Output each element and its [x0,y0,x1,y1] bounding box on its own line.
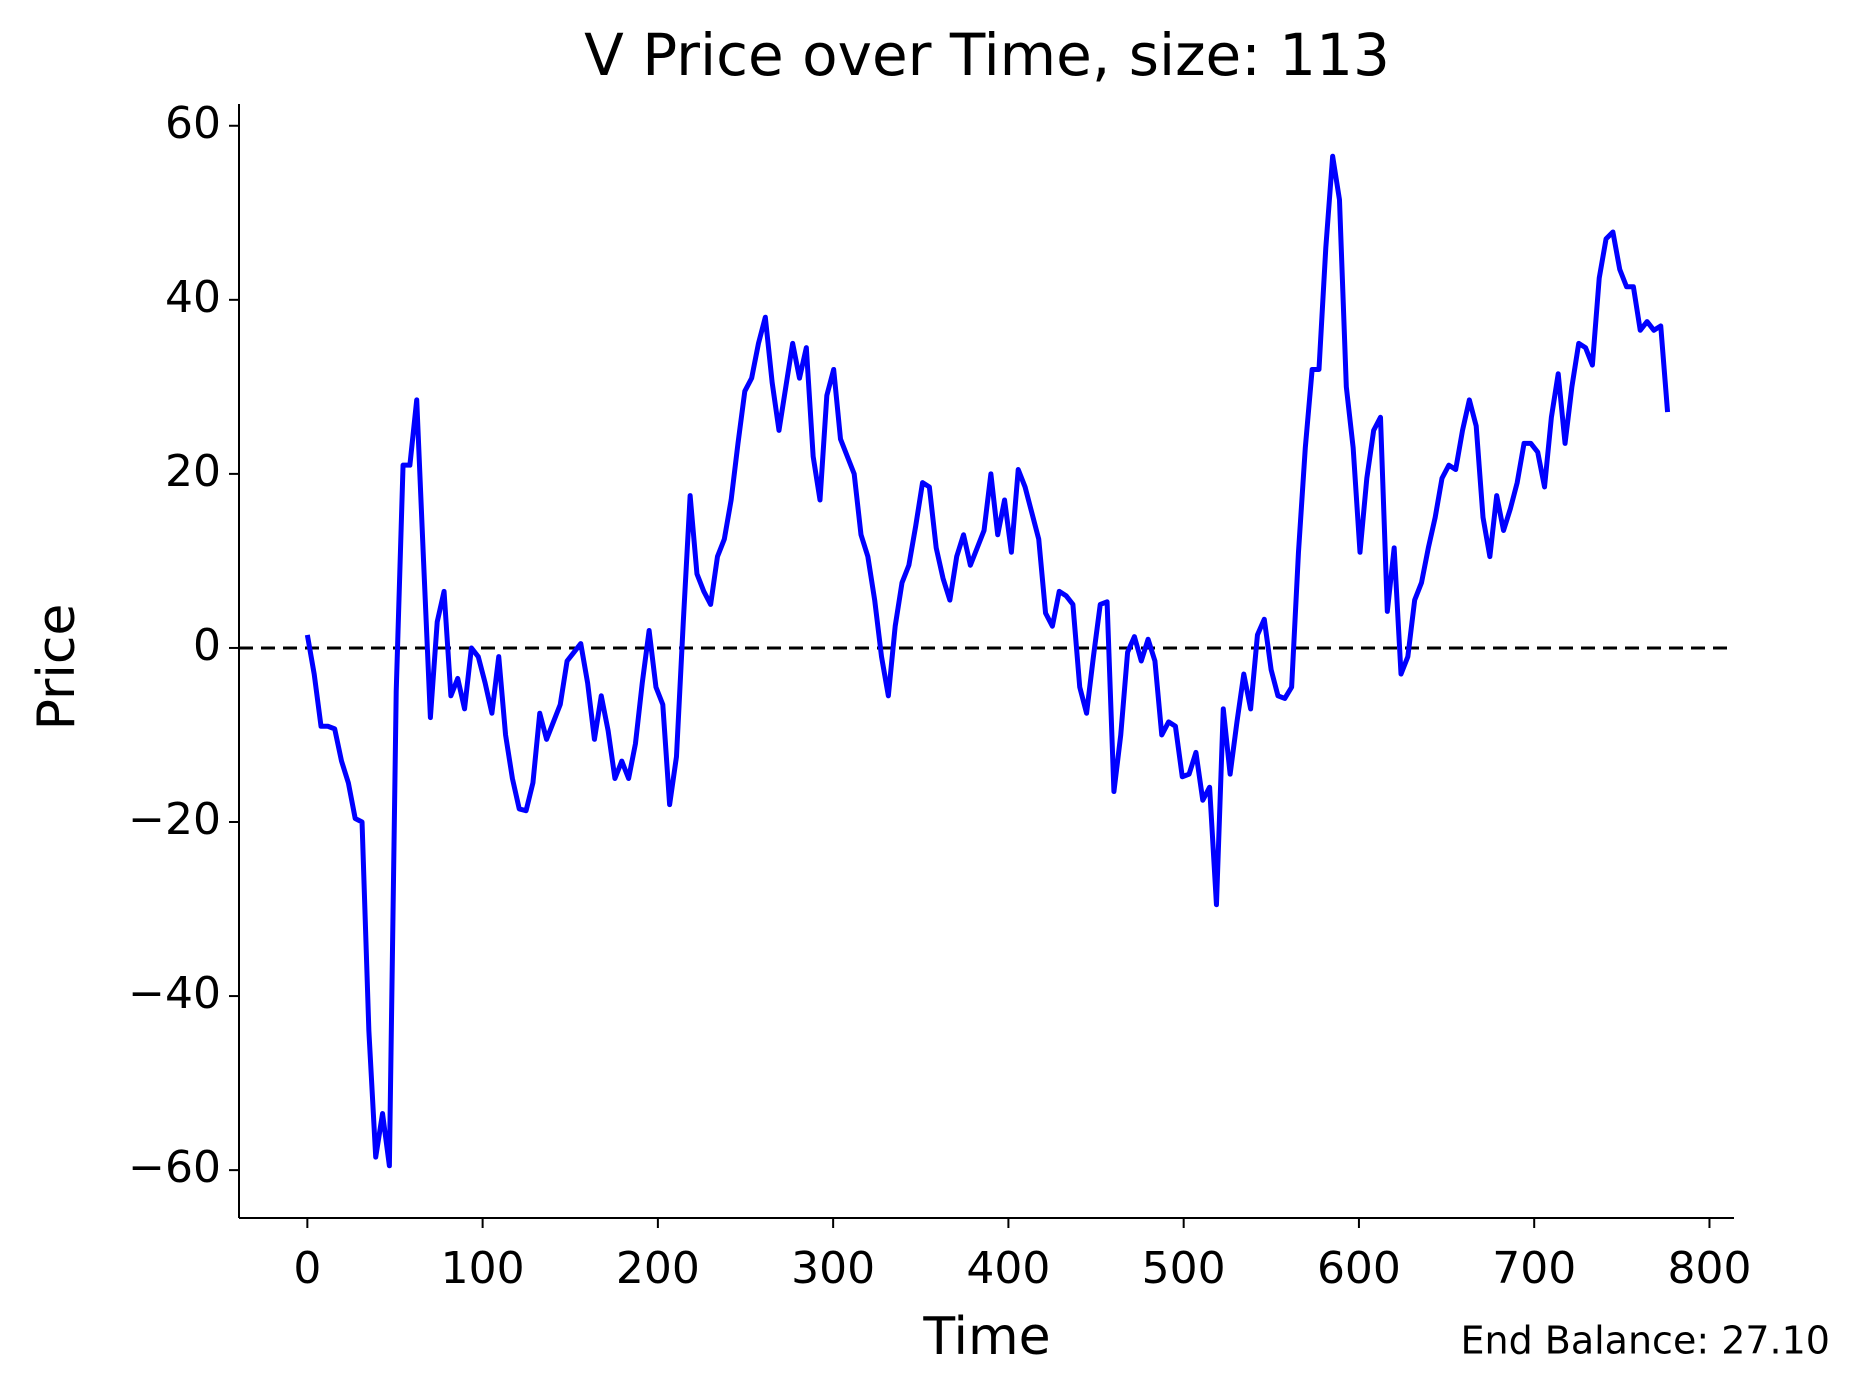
y-tick-label: −20 [128,794,221,845]
x-tick-label: 500 [1142,1243,1226,1294]
x-axis-label: Time [922,1307,1050,1367]
y-tick-label: −60 [128,1142,221,1193]
y-axis-label: Price [27,604,87,731]
x-tick-label: 400 [966,1243,1050,1294]
x-tick-label: 0 [293,1243,321,1294]
end-balance-annotation: End Balance: 27.10 [1460,1319,1830,1363]
y-tick-label: 20 [165,446,221,497]
x-tick-label: 100 [441,1243,525,1294]
x-tick-label: 300 [791,1243,875,1294]
y-tick-label: 0 [193,620,221,671]
x-tick-label: 700 [1492,1243,1576,1294]
chart-title: V Price over Time, size: 113 [584,21,1390,89]
y-tick-label: 60 [165,98,221,149]
x-tick-label: 800 [1667,1243,1751,1294]
y-tick-label: −40 [128,968,221,1019]
y-tick-label: 40 [165,272,221,323]
x-tick-label: 600 [1317,1243,1401,1294]
x-tick-label: 200 [616,1243,700,1294]
price-line [304,153,1671,1169]
